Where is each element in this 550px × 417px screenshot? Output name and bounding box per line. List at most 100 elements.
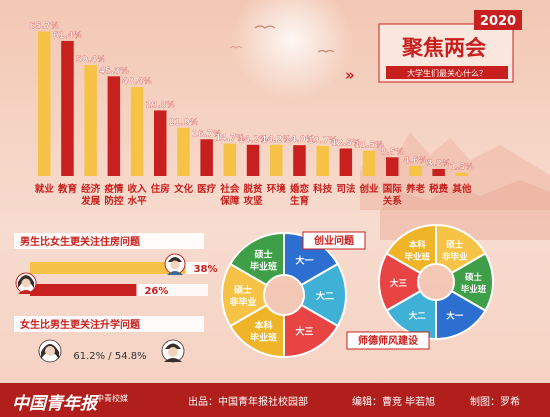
donut-label: 非毕业: [442, 252, 468, 263]
background-decoration: [229, 0, 550, 240]
bar-value-label: 11.5%: [354, 141, 384, 151]
bar-司法: [339, 148, 353, 176]
bar-value-label: 16.7%: [192, 129, 222, 139]
category-label: 婚恋: [289, 183, 310, 195]
entrepreneurship-title: 创业问题: [313, 234, 355, 247]
donut-label: 硕士: [234, 284, 252, 296]
further-study-values: 61.2% / 54.8%: [73, 351, 146, 362]
year-badge: [474, 10, 522, 30]
donut-label: 大二: [316, 290, 334, 302]
donut-label: 毕业班: [404, 252, 430, 263]
bird-icon: [254, 25, 276, 29]
bar-就业: [38, 31, 51, 177]
bar-value-label: 14.0%: [285, 135, 315, 145]
category-label: 国际: [383, 184, 403, 195]
newspaper-logo: 中国青年报: [12, 394, 97, 414]
bar-其他: [455, 172, 469, 176]
bar-value-label: 13.7%: [308, 136, 338, 146]
category-label: 发展: [80, 195, 101, 207]
further-study-title: 女生比男生更关注升学问题: [20, 318, 141, 331]
donut-label: 大一: [446, 310, 464, 321]
category-label: 水平: [128, 195, 148, 207]
bar-value-label: 50.4%: [76, 55, 106, 65]
bar-社会保障: [223, 143, 237, 176]
bar-环境: [270, 144, 283, 176]
bar-value-label: 45.3%: [99, 66, 129, 76]
donut-label: 大三: [390, 278, 408, 289]
teacher-ethics-title: 师德师风建设: [358, 334, 418, 347]
donut-label: 硕士: [465, 272, 483, 283]
bar-value-label: 8.5%: [380, 147, 404, 157]
category-label: 社会: [219, 183, 240, 195]
housing-bars: 38% 26%: [30, 262, 218, 297]
donut-label: 毕业班: [461, 284, 487, 295]
category-label: 医疗: [197, 183, 217, 195]
bar-疫情防控: [107, 76, 121, 176]
bar-经济发展: [84, 65, 97, 176]
donut-segment-硕士毕业班: [228, 231, 285, 287]
male-student-icon: [164, 253, 186, 275]
footer-bar: 中国青年报 中青校媒 出品：中国青年报社校园部 编辑：曹竞 毕若旭 制图：罗希: [0, 383, 550, 417]
category-label: 防控: [104, 195, 124, 207]
donut-segment-硕士毕业班: [450, 252, 494, 312]
teacher-ethics-title-box: [346, 331, 430, 350]
bird-icon: [229, 46, 243, 49]
bar-value-label: 1.5%: [450, 163, 474, 173]
sun-glow: [232, 0, 352, 100]
great-wall-silhouette: [380, 180, 550, 240]
category-label: 环境: [267, 183, 287, 195]
bar-住房: [154, 110, 167, 176]
category-label: 司法: [336, 183, 356, 195]
category-label: 住房: [151, 183, 170, 195]
bird-icon: [317, 49, 335, 53]
mountain-silhouette: [360, 132, 550, 210]
bar-value-label: 14.7%: [215, 134, 245, 144]
bar-value-label: 40.4%: [122, 77, 152, 87]
donut-label: 毕业班: [250, 332, 277, 344]
year-badge-text: 2020: [480, 14, 516, 29]
female-housing-bar-label: 26%: [144, 286, 168, 297]
male-housing-bar: [30, 262, 186, 274]
publisher-credit: 出品：中国青年报社校园部: [188, 397, 308, 408]
housing-panel: 男生比女生更关注住房问题 38% 26%: [14, 233, 218, 297]
donut-label: 毕业班: [250, 260, 277, 272]
headline-title: 聚焦两会: [401, 35, 486, 60]
category-label: 脱贫: [244, 183, 264, 195]
donut-label: 硕士: [446, 240, 464, 251]
donut-label: 大一: [295, 254, 313, 266]
bar-养老: [409, 165, 422, 176]
category-label: 生育: [290, 195, 310, 207]
donut-label: 本科: [409, 240, 427, 251]
bar-value-label: 4.6%: [404, 156, 428, 166]
category-label: 疫情: [104, 183, 124, 195]
editor-credit: 编辑：曹竞 毕若旭: [352, 397, 436, 408]
headline-panel: 2020 聚焦两会 大学生们最关心什么？ »: [345, 10, 522, 84]
donut-hole: [265, 276, 303, 314]
further-study-panel: 女生比男生更关注升学问题 61.2% / 54.8%: [14, 316, 204, 363]
category-label: 就业: [35, 183, 55, 195]
category-label: 其他: [452, 183, 472, 195]
category-label: 科技: [313, 183, 333, 195]
category-label: 养老: [405, 183, 426, 195]
donut-label: 本科: [254, 320, 272, 332]
bar-文化: [177, 127, 190, 176]
bar-value-label: 29.8%: [146, 100, 176, 110]
donut-hole: [419, 265, 453, 299]
female-student-icon: [38, 339, 62, 363]
category-label: 收入: [128, 183, 148, 195]
bar-value-label: 3.2%: [427, 159, 451, 169]
bar-value-label: 14.2%: [238, 135, 268, 145]
further-study-title-box: [14, 316, 204, 332]
media-logo-text: 中青校媒: [96, 394, 128, 403]
subheadline: 大学生们最关心什么？: [407, 68, 487, 78]
bar-value-label: 21.9%: [169, 118, 199, 128]
bar-教育: [61, 40, 74, 176]
chevron-icon: »: [345, 66, 355, 84]
bar-value-label: 14.2%: [262, 135, 292, 145]
male-housing-bar-label: 38%: [194, 264, 218, 275]
donut-label: 大二: [409, 310, 427, 321]
bar-科技: [316, 145, 329, 176]
category-label: 经济: [81, 183, 101, 195]
